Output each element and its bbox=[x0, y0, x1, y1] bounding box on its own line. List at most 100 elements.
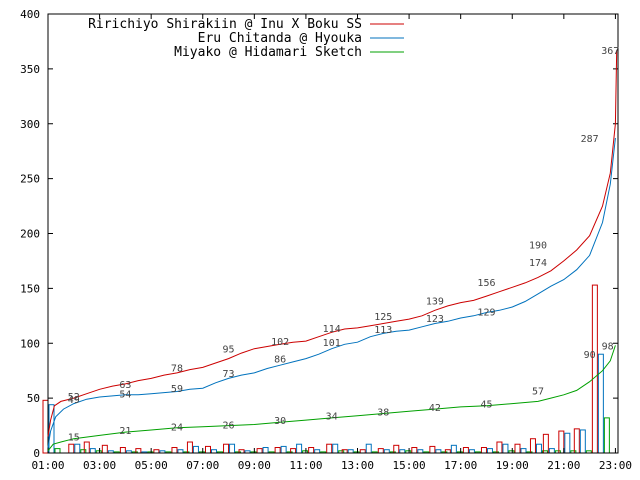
data-label: 38 bbox=[377, 407, 389, 418]
data-label: 174 bbox=[529, 258, 547, 269]
bar-blue bbox=[262, 447, 269, 454]
x-tick-label: 23:00 bbox=[599, 459, 632, 472]
y-tick-label: 350 bbox=[20, 63, 40, 76]
bar-blue bbox=[332, 443, 339, 454]
bar-blue bbox=[74, 443, 81, 454]
bar-red bbox=[83, 441, 90, 454]
x-tick-label: 05:00 bbox=[135, 459, 168, 472]
legend-label: Ririchiyo Shirakiin @ Inu X Boku SS bbox=[88, 17, 362, 32]
x-tick-label: 13:00 bbox=[341, 459, 374, 472]
bar-blue bbox=[502, 443, 509, 454]
y-tick-label: 250 bbox=[20, 173, 40, 186]
y-tick-label: 300 bbox=[20, 118, 40, 131]
data-label: 129 bbox=[477, 307, 495, 318]
bar-blue bbox=[564, 432, 571, 454]
bar-blue bbox=[296, 443, 303, 454]
x-tick-label: 15:00 bbox=[393, 459, 426, 472]
data-label: 90 bbox=[584, 350, 596, 361]
x-tick-label: 07:00 bbox=[186, 459, 219, 472]
series-line-2 bbox=[47, 345, 616, 452]
bar-red bbox=[573, 428, 580, 454]
bar-green bbox=[603, 417, 610, 454]
x-tick-label: 01:00 bbox=[31, 459, 64, 472]
bar-red bbox=[377, 448, 384, 454]
bar-green bbox=[54, 448, 61, 454]
data-label: 54 bbox=[119, 390, 131, 401]
data-label: 73 bbox=[223, 369, 235, 380]
bar-red bbox=[462, 447, 469, 454]
data-label: 30 bbox=[274, 416, 286, 427]
legend-label: Miyako @ Hidamari Sketch bbox=[174, 45, 362, 60]
y-tick-label: 150 bbox=[20, 282, 40, 295]
bar-red bbox=[186, 441, 193, 454]
bar-red bbox=[171, 447, 178, 454]
bar-blue bbox=[535, 443, 542, 454]
data-label: 139 bbox=[426, 296, 444, 307]
data-label: 98 bbox=[602, 341, 614, 352]
data-label: 123 bbox=[426, 314, 444, 325]
bar-red bbox=[558, 430, 565, 454]
data-label: 78 bbox=[171, 363, 183, 374]
bar-red bbox=[496, 441, 503, 454]
bar-blue bbox=[597, 353, 604, 454]
data-label: 21 bbox=[119, 426, 131, 437]
data-label: 95 bbox=[223, 345, 235, 356]
bar-blue bbox=[89, 448, 96, 454]
data-label: 156 bbox=[477, 278, 495, 289]
bar-red bbox=[101, 444, 108, 454]
bar-blue bbox=[229, 443, 236, 454]
bar-red bbox=[42, 399, 49, 454]
data-label: 52 bbox=[68, 392, 80, 403]
bar-red bbox=[529, 438, 536, 454]
bar-blue bbox=[548, 448, 555, 454]
series-line-0 bbox=[47, 50, 618, 437]
legend-label: Eru Chitanda @ Hyouka bbox=[198, 31, 362, 46]
data-label: 59 bbox=[171, 384, 183, 395]
bar-blue bbox=[365, 443, 372, 454]
data-label: 190 bbox=[529, 240, 547, 251]
data-label: 367 bbox=[601, 46, 619, 57]
x-tick-label: 21:00 bbox=[547, 459, 580, 472]
bar-red bbox=[308, 447, 315, 454]
bar-blue bbox=[520, 448, 527, 454]
bar-blue bbox=[192, 445, 199, 454]
bar-red bbox=[591, 284, 598, 454]
bar-red bbox=[256, 448, 263, 454]
y-tick-label: 100 bbox=[20, 337, 40, 350]
bar-red bbox=[326, 443, 333, 454]
bar-red bbox=[542, 433, 549, 454]
bar-red bbox=[480, 447, 487, 454]
data-label: 15 bbox=[68, 433, 80, 444]
bar-red bbox=[119, 447, 126, 454]
y-tick-label: 200 bbox=[20, 228, 40, 241]
data-label: 24 bbox=[171, 423, 183, 434]
y-tick-label: 0 bbox=[33, 447, 40, 460]
data-label: 42 bbox=[429, 403, 441, 414]
bar-red bbox=[223, 443, 230, 454]
x-tick-label: 09:00 bbox=[238, 459, 271, 472]
bar-red bbox=[411, 447, 418, 454]
data-label: 26 bbox=[223, 420, 235, 431]
bar-red bbox=[274, 447, 281, 454]
data-label: 114 bbox=[323, 324, 341, 335]
data-label: 86 bbox=[274, 355, 286, 366]
data-label: 101 bbox=[323, 338, 341, 349]
bar-blue bbox=[280, 445, 287, 454]
data-label: 113 bbox=[374, 325, 392, 336]
bar-red bbox=[429, 445, 436, 454]
y-tick-label: 50 bbox=[27, 392, 40, 405]
data-label: 45 bbox=[480, 400, 492, 411]
x-tick-label: 03:00 bbox=[83, 459, 116, 472]
data-label: 63 bbox=[119, 380, 131, 391]
bar-red bbox=[514, 443, 521, 454]
y-tick-label: 400 bbox=[20, 8, 40, 21]
bar-red bbox=[68, 443, 75, 454]
data-label: 57 bbox=[532, 386, 544, 397]
data-label: 34 bbox=[326, 412, 338, 423]
x-tick-label: 19:00 bbox=[496, 459, 529, 472]
data-label: 49 bbox=[68, 395, 80, 406]
series-line-1 bbox=[47, 137, 616, 448]
x-tick-label: 11:00 bbox=[289, 459, 322, 472]
bar-blue bbox=[579, 429, 586, 454]
